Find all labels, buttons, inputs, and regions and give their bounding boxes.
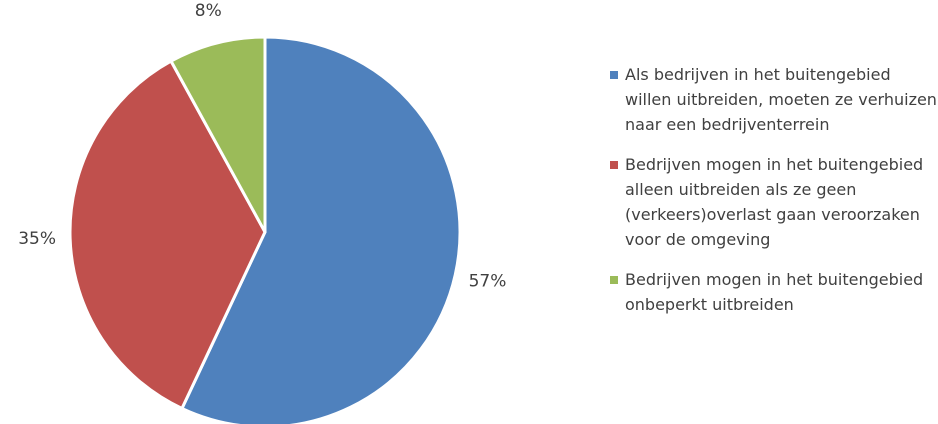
pie-slice (68, 59, 267, 411)
legend-swatch (610, 71, 618, 79)
legend-swatch (610, 276, 618, 284)
legend-entry: Als bedrijven in het buitengebied willen… (610, 62, 938, 137)
pie-slice (169, 35, 267, 233)
pie-slice (179, 35, 462, 424)
legend-entry: Bedrijven mogen in het buitengebied alle… (610, 152, 938, 252)
legend-swatch (610, 161, 618, 169)
data-label: 35% (18, 229, 56, 249)
data-label: 8% (195, 1, 222, 21)
legend-entry: Bedrijven mogen in het buitengebied onbe… (610, 267, 938, 317)
data-label: 57% (469, 272, 507, 292)
legend: Als bedrijven in het buitengebied willen… (610, 62, 938, 332)
legend-label: Bedrijven mogen in het buitengebied alle… (625, 155, 924, 249)
legend-label: Als bedrijven in het buitengebied willen… (625, 65, 937, 134)
legend-label: Bedrijven mogen in het buitengebied onbe… (625, 270, 924, 314)
